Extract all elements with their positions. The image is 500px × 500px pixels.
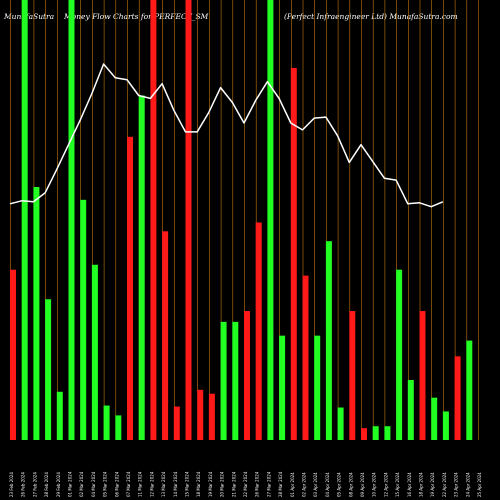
x-tick-label: 05 Mar 2024 — [103, 471, 108, 497]
x-tick-label: 18 Mar 2024 — [196, 471, 201, 497]
bar — [208, 393, 215, 440]
bar — [349, 311, 356, 440]
x-tick-label: 07 Mar 2024 — [126, 471, 131, 497]
x-tick-label: 04 Apr 2024 — [325, 472, 330, 497]
x-tick-label: 20 Mar 2024 — [220, 471, 225, 497]
bar — [232, 321, 239, 440]
x-tick-label: 22 Mar 2024 — [243, 471, 248, 497]
x-tick-label: 22 Apr 2024 — [442, 472, 447, 497]
bar — [431, 397, 438, 440]
x-tick-label: 03 Apr 2024 — [313, 472, 318, 497]
bar — [115, 415, 122, 440]
x-tick-label: 12 Mar 2024 — [149, 471, 154, 497]
x-tick-label: 05 Apr 2024 — [337, 472, 342, 497]
bar — [442, 411, 449, 440]
bar — [80, 199, 87, 440]
x-tick-label: 09 Apr 2024 — [360, 472, 365, 497]
bar — [103, 405, 110, 440]
bar — [244, 311, 250, 440]
bar — [325, 241, 332, 440]
x-tick-label: 27 Feb 2024 — [32, 472, 37, 497]
x-tick-label: 08 Apr 2024 — [348, 472, 353, 497]
bar — [91, 264, 98, 440]
bar — [10, 269, 16, 440]
x-tick-label: 01 Apr 2024 — [290, 472, 295, 497]
x-tick-label: 10 Apr 2024 — [372, 472, 377, 497]
bar — [197, 389, 204, 440]
bar — [127, 136, 133, 440]
bar — [185, 0, 192, 440]
x-tick-label: 19 Mar 2024 — [208, 471, 213, 497]
x-tick-label: 14 Mar 2024 — [173, 471, 178, 497]
x-tick-label: 01 Mar 2024 — [68, 471, 73, 497]
bar — [302, 275, 309, 440]
bar — [21, 0, 28, 440]
x-tick-label: 15 Apr 2024 — [395, 472, 400, 497]
x-tick-label: 24 Apr 2024 — [465, 472, 470, 497]
brand-left: MunafaSutra — [4, 12, 55, 21]
bar — [138, 95, 145, 440]
bar — [314, 335, 321, 440]
bar — [407, 379, 414, 440]
x-tick-label: 28 Mar 2024 — [278, 471, 283, 497]
x-tick-label: 28 Feb 2024 — [44, 472, 49, 497]
x-tick-label: 18 Apr 2024 — [419, 472, 424, 497]
x-tick-label: 06 Mar 2024 — [114, 471, 119, 497]
x-tick-label: 11 Mar 2024 — [138, 471, 143, 497]
x-tick-label: 15 Mar 2024 — [185, 471, 190, 497]
bar — [337, 407, 344, 440]
bar — [162, 231, 169, 440]
bar — [454, 356, 461, 440]
bar — [33, 187, 40, 440]
x-tick-label: 26 Mar 2024 — [255, 471, 260, 497]
x-tick-label: 04 Mar 2024 — [91, 471, 96, 497]
bar — [419, 311, 426, 440]
bar — [396, 269, 403, 440]
x-tick-label: 02 Apr 2024 — [302, 472, 307, 497]
x-tick-label: 19 Apr 2024 — [430, 472, 435, 497]
x-tick-label: 23 Apr 2024 — [454, 472, 459, 497]
bar — [279, 335, 286, 440]
bar — [173, 406, 180, 440]
x-tick-label: 21 Mar 2024 — [231, 471, 236, 497]
bar — [220, 321, 227, 440]
x-tick-label: 27 Mar 2024 — [266, 471, 271, 497]
money-flow-line — [9, 63, 444, 208]
bar — [372, 426, 379, 440]
chart-header: MunafaSutra Money Flow Charts for PERFEC… — [0, 12, 500, 28]
x-tick-label: 02 Mar 2024 — [79, 471, 84, 497]
x-tick-label: 23 Feb 2024 — [9, 472, 14, 497]
bar — [56, 391, 63, 440]
x-tick-label: 29 Feb 2024 — [56, 472, 61, 497]
bar — [150, 0, 157, 440]
x-tick-label: 16 Apr 2024 — [407, 472, 412, 497]
bar — [290, 67, 297, 440]
bar — [45, 299, 52, 440]
bar — [255, 222, 262, 440]
bar — [384, 426, 391, 440]
x-tick-label: 25 Apr 2024 — [477, 472, 482, 497]
x-tick-label: 26 Feb 2024 — [21, 472, 26, 497]
bar — [68, 0, 75, 440]
x-tick-label: 12 Apr 2024 — [383, 472, 388, 497]
bar — [267, 0, 274, 440]
bar — [466, 340, 473, 440]
x-tick-label: 13 Mar 2024 — [161, 471, 166, 497]
company-label: (Perfect Infraengineer Ltd) MunafaSutra.… — [284, 12, 458, 21]
bar — [361, 428, 367, 440]
chart-title: Money Flow Charts for PERFECT_SM — [64, 12, 209, 21]
